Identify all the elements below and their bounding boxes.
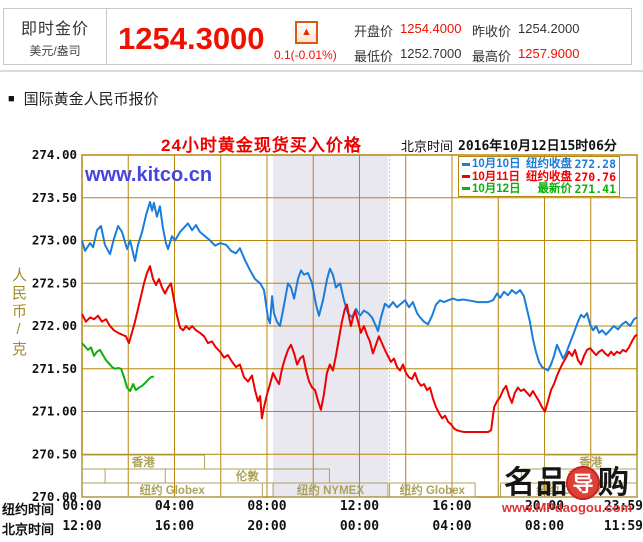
- legend-name: 最新价: [537, 182, 573, 195]
- svg-text:270.00: 270.00: [32, 489, 77, 504]
- svg-text:270.50: 270.50: [32, 446, 77, 461]
- chart-timestamp: 2016年10月12日15时06分: [458, 139, 617, 154]
- svg-text:香港: 香港: [131, 455, 155, 469]
- svg-text:08:00: 08:00: [525, 519, 564, 534]
- up-arrow-icon: ▲: [295, 21, 318, 44]
- logo-url: www.MPdaogou.com: [501, 500, 633, 515]
- legend-date: 10月10日: [472, 158, 521, 171]
- svg-text:16:00: 16:00: [432, 499, 471, 514]
- svg-text:04:00: 04:00: [155, 499, 194, 514]
- svg-text:271.50: 271.50: [32, 361, 77, 376]
- stat-label: 最高价: [472, 49, 512, 64]
- stat-value: 1257.9000: [518, 46, 580, 61]
- stat-open: 开盘价 1254.4000: [354, 21, 472, 40]
- legend-line-swatch: [462, 175, 470, 178]
- svg-text:20:00: 20:00: [247, 519, 286, 534]
- svg-text:08:00: 08:00: [247, 499, 286, 514]
- svg-text:纽约 NYMEX: 纽约 NYMEX: [297, 483, 364, 497]
- svg-text:11:59: 11:59: [604, 519, 643, 534]
- gold-chart-panel: 24小时黄金现货买入价格 北京时间 2016年10月12日15时06分 香港 香港…: [0, 125, 643, 542]
- svg-text:274.00: 274.00: [32, 147, 77, 162]
- legend-date: 10月11日: [472, 170, 520, 183]
- quote-label-cell: 即时金价 美元/盎司: [4, 9, 107, 64]
- stat-label: 最低价: [354, 49, 394, 64]
- svg-text:271.00: 271.00: [32, 404, 77, 419]
- divider-rule: [0, 70, 643, 72]
- timezone-label: 北京时间: [401, 139, 454, 154]
- svg-text:273.50: 273.50: [32, 190, 77, 205]
- quote-unit: 美元/盎司: [29, 43, 81, 58]
- svg-text:香港: 香港: [578, 455, 602, 469]
- section-title: ■ 国际黄金人民币报价: [8, 88, 159, 109]
- stat-value: 1252.7000: [400, 46, 462, 61]
- svg-text:12:00: 12:00: [62, 519, 101, 534]
- legend-row-oct12: 10月12日 最新价 271.41: [462, 183, 616, 195]
- stat-high: 最高价 1257.9000: [472, 46, 622, 65]
- legend-date: 10月12日: [472, 182, 521, 195]
- square-bullet-icon: ■: [8, 92, 15, 105]
- price-change: 0.1(-0.01%): [274, 48, 337, 62]
- current-price: 1254.3000: [118, 21, 265, 56]
- legend-name: 纽约收盘: [526, 158, 572, 171]
- svg-text:纽约 Globex: 纽约 Globex: [400, 483, 466, 497]
- stat-value: 1254.4000: [400, 21, 462, 36]
- svg-text:273.00: 273.00: [32, 233, 77, 248]
- chart-legend: 10月10日 纽约收盘 272.28 10月11日 纽约收盘 270.76 10…: [458, 156, 620, 197]
- legend-row-oct10: 10月10日 纽约收盘 272.28: [462, 158, 616, 170]
- stat-label: 开盘价: [354, 24, 394, 39]
- svg-text:272.00: 272.00: [32, 318, 77, 333]
- stat-value: 1254.2000: [518, 21, 580, 36]
- legend-value: 272.28: [574, 157, 616, 172]
- legend-row-oct11: 10月11日 纽约收盘 270.76: [462, 171, 616, 183]
- legend-value: 271.41: [574, 181, 616, 196]
- section-title-text: 国际黄金人民币报价: [23, 91, 159, 108]
- svg-text:272.50: 272.50: [32, 275, 77, 290]
- kitco-watermark: www.kitco.cn: [85, 164, 213, 186]
- svg-text:23:59: 23:59: [604, 499, 643, 514]
- logo-text-right: 购: [598, 465, 630, 500]
- stat-label: 昨收价: [472, 24, 512, 39]
- legend-name: 纽约收盘: [526, 170, 572, 183]
- y-axis-title: 人民币/克: [10, 267, 27, 359]
- live-quote-panel: 即时金价 美元/盎司 1254.3000 ▲ 0.1(-0.01%) 开盘价 1…: [3, 8, 632, 65]
- svg-text:16:00: 16:00: [155, 519, 194, 534]
- x-axis-row-label-beijing: 北京时间: [2, 522, 55, 537]
- stat-prev-close: 昨收价 1254.2000: [472, 21, 622, 40]
- stat-low: 最低价 1252.7000: [354, 46, 472, 65]
- legend-line-swatch: [462, 187, 470, 191]
- svg-text:00:00: 00:00: [62, 499, 101, 514]
- x-axis-row-label-ny: 纽约时间: [2, 502, 55, 517]
- legend-value: 270.76: [574, 169, 616, 184]
- quote-title: 即时金价: [20, 20, 89, 38]
- svg-text:伦敦: 伦敦: [236, 469, 259, 483]
- chart-title: 24小时黄金现货买入价格: [161, 136, 362, 155]
- logo-text-left: 名品: [504, 465, 568, 500]
- svg-text:00:00: 00:00: [340, 519, 379, 534]
- logo-seal-icon: 导: [566, 466, 600, 500]
- legend-line-swatch: [462, 162, 470, 166]
- svg-text:12:00: 12:00: [340, 499, 379, 514]
- mpdaogou-logo: 名品 导 购 www.MPdaogou.com: [492, 465, 642, 516]
- svg-text:20:00: 20:00: [525, 499, 564, 514]
- svg-text:04:00: 04:00: [432, 519, 471, 534]
- quote-stats: 开盘价 1254.4000 昨收价 1254.2000 最低价 1252.700…: [354, 18, 622, 68]
- svg-text:纽约 Globex: 纽约 Globex: [140, 483, 206, 497]
